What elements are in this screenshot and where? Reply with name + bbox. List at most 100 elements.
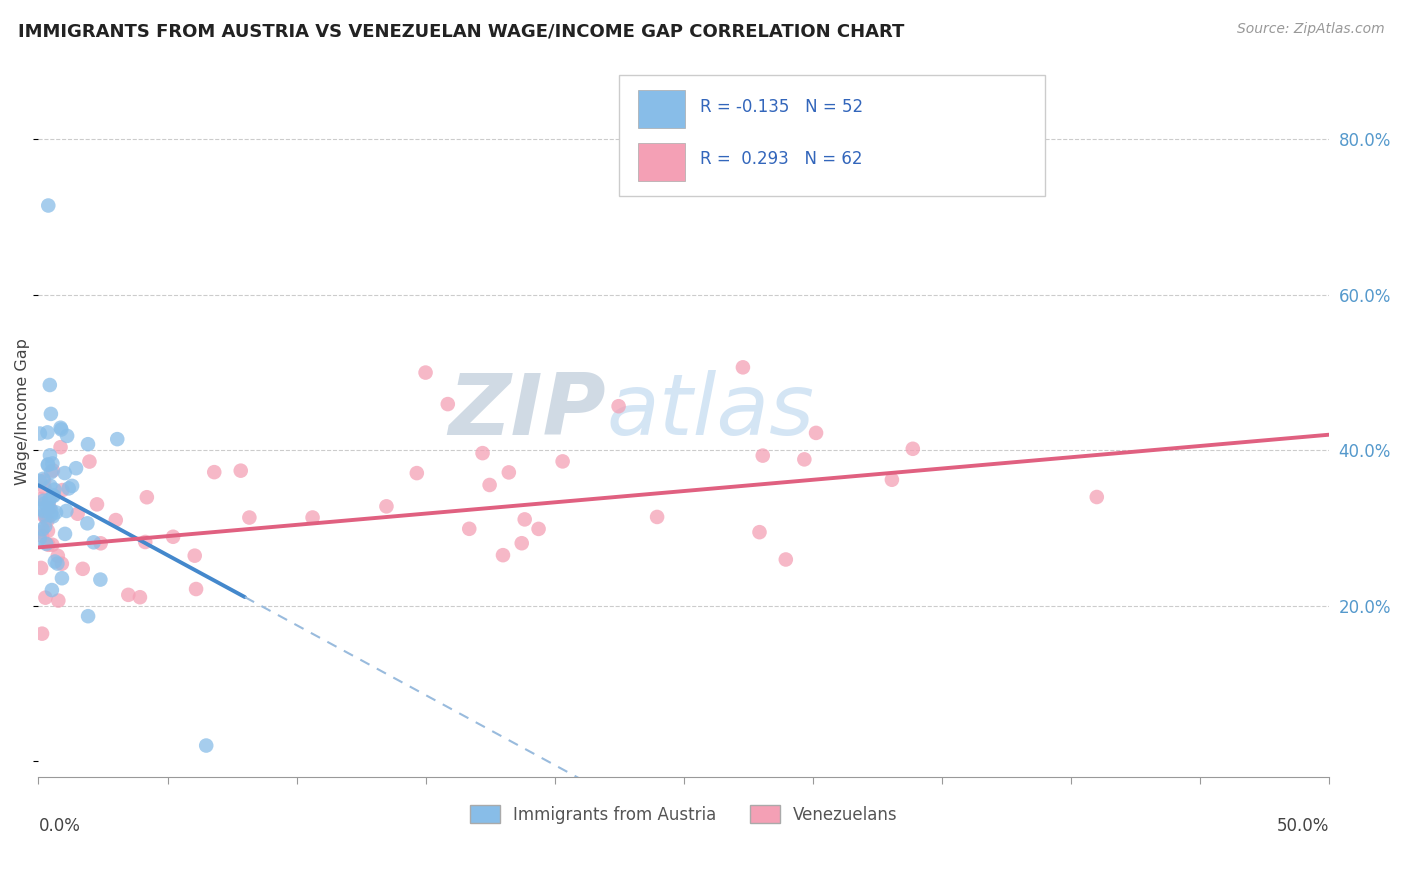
Point bbox=[51, 422, 73, 436]
Point bbox=[72, 562, 94, 576]
Point bbox=[39, 465, 62, 479]
Point bbox=[37, 500, 59, 515]
Point bbox=[31, 626, 53, 640]
Text: R = -0.135   N = 52: R = -0.135 N = 52 bbox=[700, 98, 863, 116]
Point bbox=[51, 571, 73, 585]
FancyBboxPatch shape bbox=[638, 90, 685, 128]
Point bbox=[492, 548, 515, 562]
Point bbox=[37, 496, 59, 510]
Point bbox=[32, 504, 55, 518]
Legend: Immigrants from Austria, Venezuelans: Immigrants from Austria, Venezuelans bbox=[463, 798, 904, 830]
Point bbox=[66, 507, 89, 521]
Point bbox=[65, 461, 87, 475]
Point bbox=[37, 198, 59, 212]
Point bbox=[415, 366, 437, 380]
Point bbox=[1085, 490, 1108, 504]
Point bbox=[28, 532, 51, 546]
Point bbox=[42, 509, 65, 524]
Point bbox=[39, 448, 62, 462]
Point bbox=[38, 492, 60, 507]
Point bbox=[105, 432, 128, 446]
Point bbox=[34, 591, 56, 605]
Point bbox=[58, 482, 80, 496]
Point bbox=[498, 466, 520, 480]
Point bbox=[46, 557, 69, 571]
Point bbox=[42, 463, 65, 477]
Point bbox=[37, 425, 59, 440]
Point bbox=[45, 505, 67, 519]
Point bbox=[41, 504, 63, 518]
Point bbox=[184, 582, 207, 596]
Point bbox=[42, 489, 65, 503]
Point bbox=[34, 496, 56, 510]
Point bbox=[53, 466, 76, 480]
Text: ZIP: ZIP bbox=[449, 370, 606, 453]
Point bbox=[32, 508, 55, 522]
Point bbox=[129, 591, 152, 605]
FancyBboxPatch shape bbox=[619, 76, 1045, 196]
Point bbox=[39, 479, 62, 493]
Point bbox=[436, 397, 458, 411]
Point bbox=[34, 481, 56, 495]
Point bbox=[405, 466, 427, 480]
Point bbox=[31, 522, 53, 536]
Point bbox=[471, 446, 494, 460]
Point bbox=[32, 493, 55, 508]
Point bbox=[238, 510, 260, 524]
Point bbox=[645, 510, 668, 524]
Point bbox=[77, 437, 100, 451]
Point bbox=[32, 472, 55, 486]
Point bbox=[46, 549, 69, 563]
Point bbox=[38, 378, 60, 392]
Point bbox=[37, 513, 59, 527]
Point bbox=[183, 549, 205, 563]
Point bbox=[135, 490, 157, 504]
Point bbox=[31, 529, 53, 543]
Point bbox=[34, 508, 56, 523]
Point bbox=[60, 479, 83, 493]
Point bbox=[731, 360, 754, 375]
Point bbox=[46, 593, 69, 607]
Point bbox=[30, 501, 52, 516]
Point bbox=[30, 561, 52, 575]
Point bbox=[49, 421, 72, 435]
Point bbox=[77, 609, 100, 624]
Point bbox=[513, 512, 536, 526]
Point bbox=[775, 552, 797, 566]
Point bbox=[793, 452, 815, 467]
Point bbox=[28, 474, 51, 488]
Point bbox=[375, 500, 398, 514]
Text: 0.0%: 0.0% bbox=[38, 817, 80, 835]
Point bbox=[162, 530, 184, 544]
Point bbox=[134, 535, 156, 549]
Text: 50.0%: 50.0% bbox=[1277, 817, 1329, 835]
Point bbox=[76, 516, 98, 531]
Point bbox=[35, 511, 58, 525]
Point bbox=[44, 554, 66, 568]
Point bbox=[44, 483, 66, 497]
Point bbox=[195, 739, 218, 753]
Point bbox=[51, 483, 73, 497]
Point bbox=[38, 501, 60, 516]
Point bbox=[86, 497, 108, 511]
Point bbox=[28, 426, 51, 441]
Text: IMMIGRANTS FROM AUSTRIA VS VENEZUELAN WAGE/INCOME GAP CORRELATION CHART: IMMIGRANTS FROM AUSTRIA VS VENEZUELAN WA… bbox=[18, 22, 904, 40]
Point bbox=[79, 454, 101, 468]
Point bbox=[35, 537, 58, 551]
Point bbox=[53, 527, 76, 541]
Point bbox=[551, 454, 574, 468]
Point bbox=[458, 522, 481, 536]
Point bbox=[83, 535, 105, 549]
Point bbox=[90, 536, 112, 550]
Point bbox=[37, 524, 59, 538]
Point bbox=[751, 449, 773, 463]
Point bbox=[510, 536, 533, 550]
FancyBboxPatch shape bbox=[638, 144, 685, 181]
Point bbox=[202, 465, 225, 479]
Point bbox=[478, 478, 501, 492]
Point bbox=[804, 425, 827, 440]
Point bbox=[30, 491, 52, 506]
Point bbox=[104, 513, 127, 527]
Point bbox=[39, 508, 62, 522]
Point bbox=[37, 458, 59, 472]
